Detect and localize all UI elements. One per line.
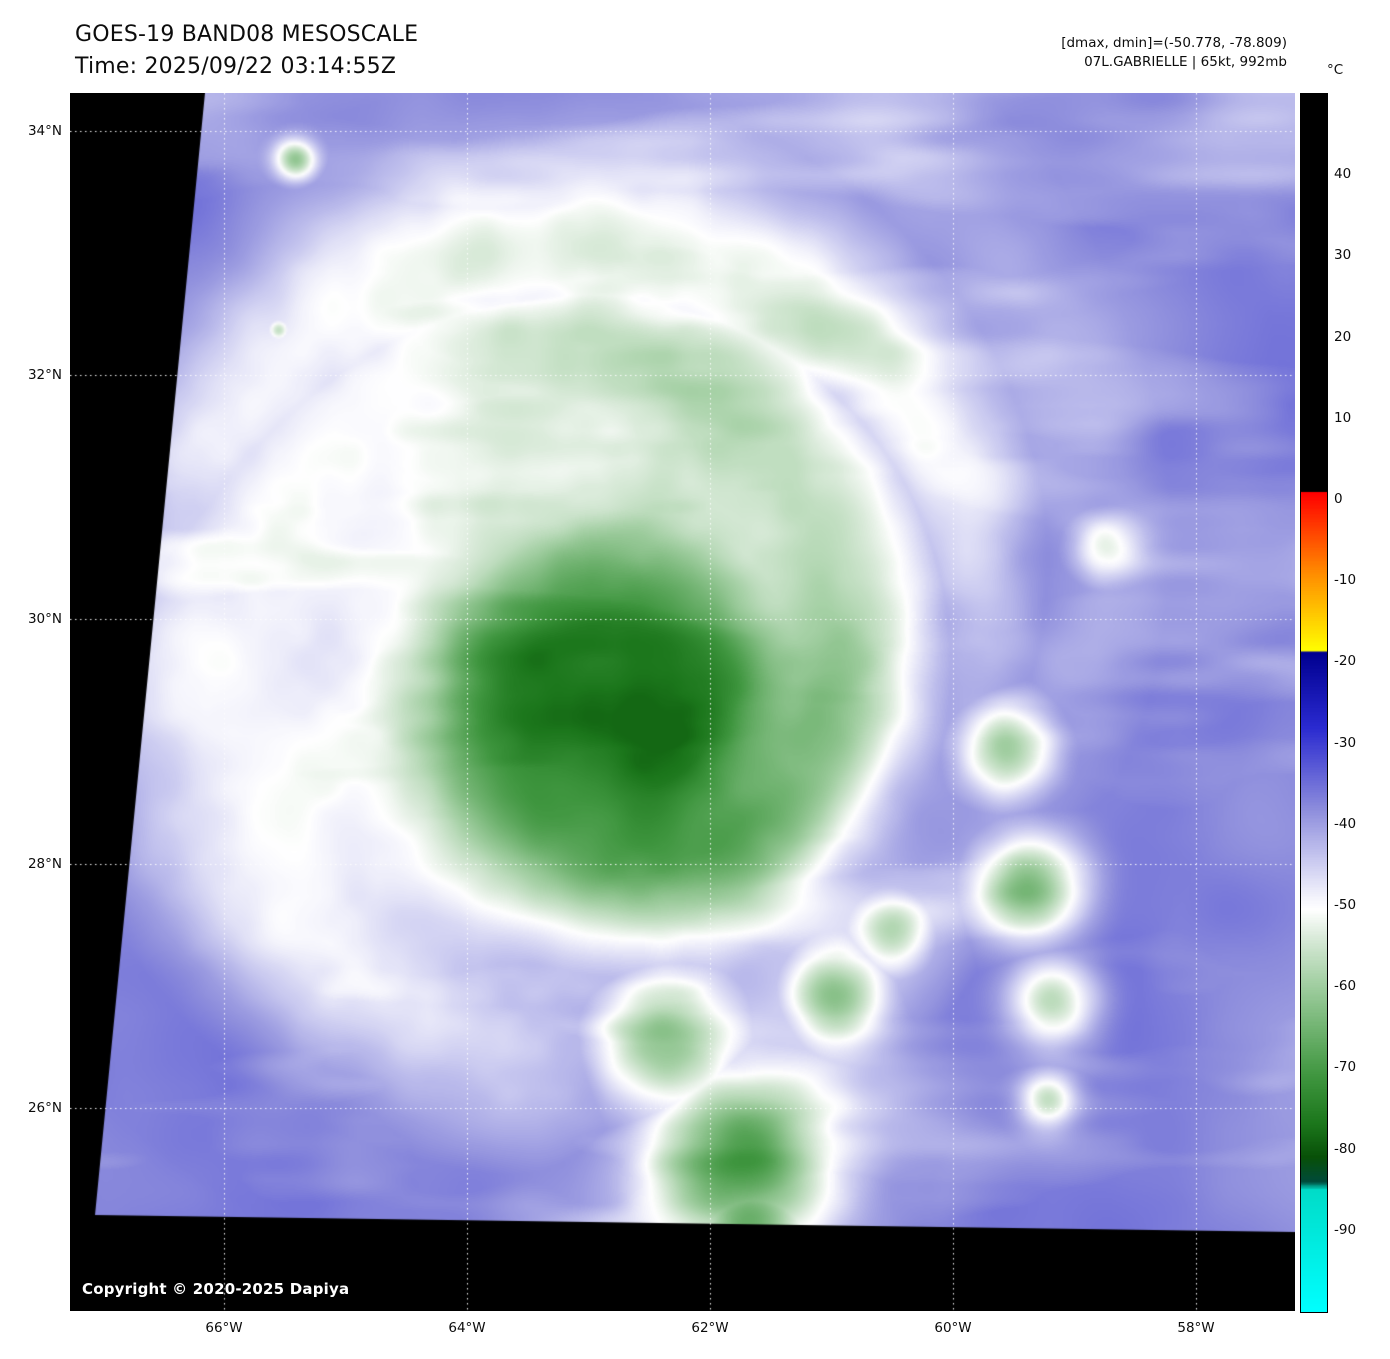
colorbar-tick-label: 10: [1334, 409, 1352, 426]
satellite-plot: Copyright © 2020-2025 Dapiya: [70, 93, 1295, 1311]
lat-axis-label: 34°N: [27, 123, 62, 139]
lon-axis-label: 66°W: [205, 1320, 243, 1336]
lon-axis-label: 60°W: [934, 1320, 972, 1336]
colorbar-tick-label: -80: [1334, 1140, 1357, 1157]
colorbar-tick-label: 30: [1334, 247, 1352, 264]
lon-axis-label: 62°W: [691, 1320, 729, 1336]
colorbar: [1300, 93, 1328, 1313]
colorbar-tick-label: 0: [1334, 491, 1343, 507]
colorbar-tick-label: -90: [1334, 1221, 1357, 1238]
colorbar-unit-label: °C: [1327, 62, 1344, 78]
dmax-dmin-readout: [dmax, dmin]=(-50.778, -78.809): [1061, 35, 1287, 51]
colorbar-tick-label: -20: [1334, 653, 1357, 670]
colorbar-tick-label: -70: [1334, 1059, 1357, 1076]
satellite-canvas: [70, 93, 1295, 1311]
lat-axis-label: 28°N: [27, 855, 62, 872]
colorbar-tick-label: -40: [1334, 815, 1357, 832]
header-info: [dmax, dmin]=(-50.778, -78.809) 07L.GABR…: [1061, 34, 1287, 72]
colorbar-tick-label: -60: [1334, 978, 1357, 995]
copyright-watermark: Copyright © 2020-2025 Dapiya: [82, 1280, 350, 1298]
lon-axis-label: 58°W: [1177, 1320, 1215, 1336]
lat-axis-label: 26°N: [27, 1099, 62, 1116]
colorbar-tick-label: -50: [1334, 897, 1357, 913]
timestamp: Time: 2025/09/22 03:14:55Z: [75, 54, 397, 79]
storm-readout: 07L.GABRIELLE | 65kt, 992mb: [1084, 54, 1287, 70]
colorbar-tick-label: 20: [1334, 328, 1352, 345]
lat-axis-label: 32°N: [27, 367, 62, 384]
colorbar-tick-label: -30: [1334, 734, 1357, 751]
lat-axis-label: 30°N: [27, 611, 62, 628]
lon-axis-label: 64°W: [448, 1320, 486, 1336]
colorbar-tick-label: 40: [1334, 166, 1352, 183]
page-title: GOES-19 BAND08 MESOSCALE: [75, 22, 419, 47]
colorbar-tick-label: -10: [1334, 572, 1357, 589]
